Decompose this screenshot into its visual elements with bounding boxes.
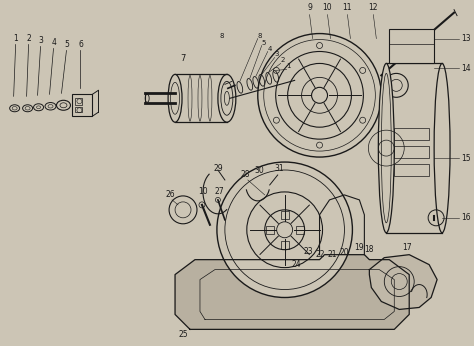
Text: 2: 2: [281, 57, 285, 63]
Text: 10: 10: [323, 3, 332, 12]
Text: 13: 13: [461, 34, 471, 43]
Text: 16: 16: [461, 213, 471, 222]
Text: 3: 3: [274, 52, 279, 57]
Text: 6: 6: [78, 40, 83, 49]
Text: 1: 1: [286, 63, 291, 70]
Bar: [389, 29, 434, 63]
Text: 3: 3: [38, 36, 44, 45]
Text: 10: 10: [198, 188, 208, 197]
Ellipse shape: [168, 74, 182, 122]
Text: 8: 8: [257, 33, 262, 38]
Text: 4: 4: [267, 46, 272, 52]
Text: 21: 21: [328, 250, 337, 259]
Bar: [281, 241, 289, 249]
Text: 19: 19: [355, 243, 364, 252]
Bar: [394, 164, 429, 176]
Text: 14: 14: [461, 64, 471, 73]
Text: 15: 15: [461, 154, 471, 163]
Text: 31: 31: [275, 164, 284, 173]
Text: 22: 22: [316, 250, 325, 259]
Bar: [281, 211, 289, 219]
Text: 1: 1: [14, 34, 18, 43]
Text: 17: 17: [402, 243, 412, 252]
Text: 5: 5: [64, 40, 69, 49]
Ellipse shape: [378, 63, 394, 233]
Text: 7: 7: [180, 54, 185, 63]
Bar: [75, 107, 82, 112]
Text: 8: 8: [219, 33, 224, 38]
Text: 26: 26: [165, 190, 175, 199]
Ellipse shape: [434, 63, 450, 233]
Bar: [394, 128, 429, 140]
Text: 18: 18: [365, 245, 374, 254]
Text: 20: 20: [339, 248, 349, 257]
Text: 30: 30: [255, 165, 264, 174]
Text: 4: 4: [52, 38, 56, 47]
Text: 9: 9: [307, 3, 312, 12]
Text: 12: 12: [369, 3, 378, 12]
Text: 25: 25: [178, 330, 188, 339]
Bar: [73, 94, 92, 116]
Text: 29: 29: [213, 164, 223, 173]
Text: 5: 5: [262, 39, 266, 46]
Text: 24: 24: [292, 260, 301, 269]
Text: 2: 2: [27, 34, 31, 43]
Bar: [394, 146, 429, 158]
Bar: [296, 226, 303, 234]
Circle shape: [217, 162, 352, 298]
Polygon shape: [175, 255, 409, 329]
Text: 28: 28: [240, 171, 249, 180]
Text: 11: 11: [343, 3, 352, 12]
Polygon shape: [369, 255, 437, 309]
Text: 27: 27: [215, 188, 225, 197]
Ellipse shape: [218, 74, 236, 122]
Bar: [266, 226, 273, 234]
Bar: [75, 98, 82, 105]
Text: 23: 23: [303, 247, 313, 256]
